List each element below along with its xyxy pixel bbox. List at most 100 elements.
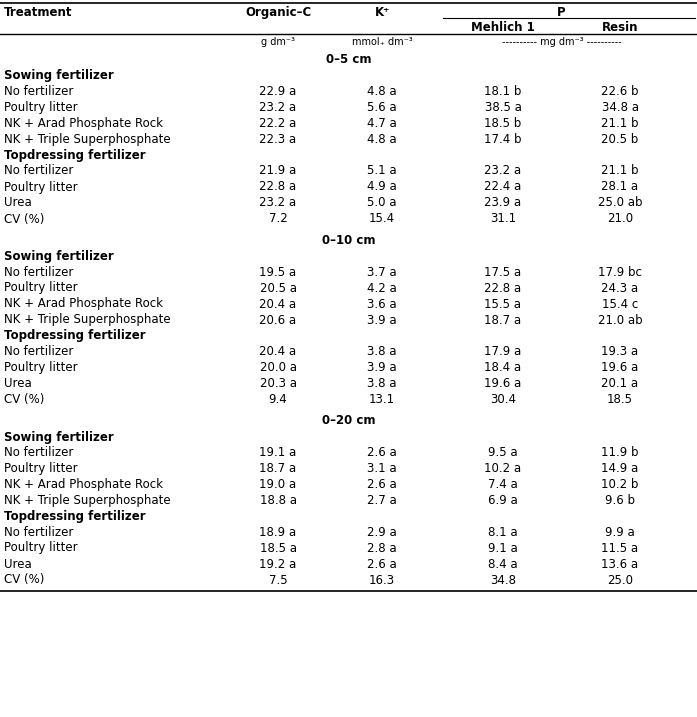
Text: NK + Triple Superphosphate: NK + Triple Superphosphate [4, 494, 171, 507]
Text: 2.6 a: 2.6 a [367, 478, 397, 491]
Text: No fertilizer: No fertilizer [4, 85, 73, 98]
Text: Urea: Urea [4, 377, 32, 390]
Text: No fertilizer: No fertilizer [4, 446, 73, 459]
Text: 3.9 a: 3.9 a [367, 313, 397, 326]
Text: NK + Arad Phosphate Rock: NK + Arad Phosphate Rock [4, 478, 163, 491]
Text: Treatment: Treatment [4, 6, 72, 19]
Text: 3.9 a: 3.9 a [367, 361, 397, 374]
Text: 20.0 a: 20.0 a [259, 361, 296, 374]
Text: 17.4 b: 17.4 b [484, 133, 522, 146]
Text: 19.0 a: 19.0 a [259, 478, 296, 491]
Text: 20.4 a: 20.4 a [259, 345, 296, 358]
Text: No fertilizer: No fertilizer [4, 345, 73, 358]
Text: Topdressing fertilizer: Topdressing fertilizer [4, 330, 146, 343]
Text: 15.4: 15.4 [369, 212, 395, 226]
Text: 7.2: 7.2 [268, 212, 287, 226]
Text: 17.5 a: 17.5 a [484, 265, 521, 278]
Text: 25.0: 25.0 [607, 574, 633, 587]
Text: 16.3: 16.3 [369, 574, 395, 587]
Text: 2.6 a: 2.6 a [367, 446, 397, 459]
Text: 9.5 a: 9.5 a [488, 446, 518, 459]
Text: 18.9 a: 18.9 a [259, 526, 296, 538]
Text: 21.1 b: 21.1 b [602, 164, 638, 178]
Text: 2.6 a: 2.6 a [367, 558, 397, 571]
Text: 22.2 a: 22.2 a [259, 117, 297, 130]
Text: 8.1 a: 8.1 a [488, 526, 518, 538]
Text: 5.0 a: 5.0 a [367, 196, 397, 209]
Text: 18.7 a: 18.7 a [259, 462, 296, 475]
Text: 14.9 a: 14.9 a [602, 462, 638, 475]
Text: Topdressing fertilizer: Topdressing fertilizer [4, 149, 146, 162]
Text: Poultry litter: Poultry litter [4, 462, 77, 475]
Text: 10.2 a: 10.2 a [484, 462, 521, 475]
Text: 30.4: 30.4 [490, 393, 516, 406]
Text: 17.9 bc: 17.9 bc [598, 265, 642, 278]
Text: 18.7 a: 18.7 a [484, 313, 521, 326]
Text: 2.8 a: 2.8 a [367, 541, 397, 554]
Text: 4.7 a: 4.7 a [367, 117, 397, 130]
Text: 15.5 a: 15.5 a [484, 298, 521, 310]
Text: NK + Arad Phosphate Rock: NK + Arad Phosphate Rock [4, 298, 163, 310]
Text: 21.9 a: 21.9 a [259, 164, 297, 178]
Text: 20.6 a: 20.6 a [259, 313, 296, 326]
Text: 7.5: 7.5 [268, 574, 287, 587]
Text: 11.9 b: 11.9 b [602, 446, 638, 459]
Text: 18.5 b: 18.5 b [484, 117, 521, 130]
Text: 3.7 a: 3.7 a [367, 265, 397, 278]
Text: 21.0 ab: 21.0 ab [598, 313, 643, 326]
Text: 20.5 b: 20.5 b [602, 133, 638, 146]
Text: 18.5: 18.5 [607, 393, 633, 406]
Text: Urea: Urea [4, 558, 32, 571]
Text: 9.4: 9.4 [268, 393, 287, 406]
Text: 22.8 a: 22.8 a [259, 181, 296, 194]
Text: 2.7 a: 2.7 a [367, 494, 397, 507]
Text: 31.1: 31.1 [490, 212, 516, 226]
Text: Resin: Resin [602, 21, 638, 34]
Text: 19.1 a: 19.1 a [259, 446, 297, 459]
Text: 21.0: 21.0 [607, 212, 633, 226]
Text: Urea: Urea [4, 196, 32, 209]
Text: 23.2 a: 23.2 a [484, 164, 521, 178]
Text: 18.8 a: 18.8 a [259, 494, 296, 507]
Text: 34.8: 34.8 [490, 574, 516, 587]
Text: 19.6 a: 19.6 a [602, 361, 638, 374]
Text: 7.4 a: 7.4 a [488, 478, 518, 491]
Text: 11.5 a: 11.5 a [602, 541, 638, 554]
Text: 8.4 a: 8.4 a [488, 558, 518, 571]
Text: 2.9 a: 2.9 a [367, 526, 397, 538]
Text: 20.5 a: 20.5 a [259, 282, 296, 295]
Text: K⁺: K⁺ [374, 6, 390, 19]
Text: 9.9 a: 9.9 a [605, 526, 635, 538]
Text: 22.8 a: 22.8 a [484, 282, 521, 295]
Text: 9.6 b: 9.6 b [605, 494, 635, 507]
Text: CV (%): CV (%) [4, 574, 45, 587]
Text: Poultry litter: Poultry litter [4, 541, 77, 554]
Text: 24.3 a: 24.3 a [602, 282, 638, 295]
Text: 22.6 b: 22.6 b [602, 85, 638, 98]
Text: 4.2 a: 4.2 a [367, 282, 397, 295]
Text: 3.6 a: 3.6 a [367, 298, 397, 310]
Text: 19.2 a: 19.2 a [259, 558, 297, 571]
Text: No fertilizer: No fertilizer [4, 265, 73, 278]
Text: 25.0 ab: 25.0 ab [598, 196, 642, 209]
Text: Poultry litter: Poultry litter [4, 361, 77, 374]
Text: 5.6 a: 5.6 a [367, 101, 397, 114]
Text: 3.8 a: 3.8 a [367, 377, 397, 390]
Text: 15.4 c: 15.4 c [602, 298, 638, 310]
Text: 18.1 b: 18.1 b [484, 85, 521, 98]
Text: Poultry litter: Poultry litter [4, 181, 77, 194]
Text: 6.9 a: 6.9 a [488, 494, 518, 507]
Text: 23.2 a: 23.2 a [259, 196, 296, 209]
Text: CV (%): CV (%) [4, 393, 45, 406]
Text: 23.2 a: 23.2 a [259, 101, 296, 114]
Text: 4.8 a: 4.8 a [367, 133, 397, 146]
Text: ---------- mg dm⁻³ ----------: ---------- mg dm⁻³ ---------- [502, 37, 621, 47]
Text: P: P [557, 6, 566, 19]
Text: NK + Triple Superphosphate: NK + Triple Superphosphate [4, 313, 171, 326]
Text: Topdressing fertilizer: Topdressing fertilizer [4, 510, 146, 523]
Text: 4.9 a: 4.9 a [367, 181, 397, 194]
Text: 22.4 a: 22.4 a [484, 181, 521, 194]
Text: 13.1: 13.1 [369, 393, 395, 406]
Text: CV (%): CV (%) [4, 212, 45, 226]
Text: 21.1 b: 21.1 b [602, 117, 638, 130]
